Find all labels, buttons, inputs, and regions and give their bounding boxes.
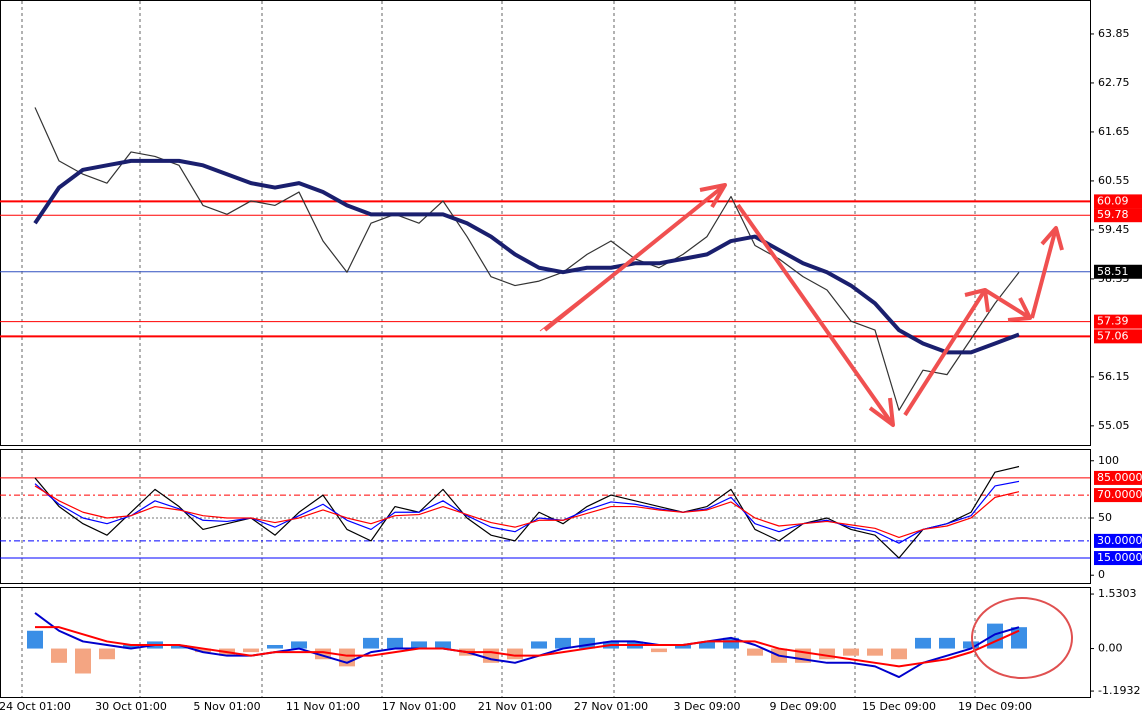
level-label-box [1094, 194, 1142, 209]
oscillator-panel [0, 449, 1091, 584]
level-label: 85.0000 [1097, 471, 1143, 484]
y-tick-label: 61.65 [1098, 125, 1130, 138]
series-line [34, 612, 1020, 679]
histogram-bar [171, 644, 187, 649]
level-label: 30.0000 [1097, 534, 1143, 547]
histogram-bar [363, 637, 379, 649]
y-tick-label: 59.45 [1098, 223, 1130, 236]
x-tick-label: 5 Nov 01:00 [193, 700, 260, 713]
arrow [736, 203, 895, 427]
y-tick-label: 50 [1098, 511, 1112, 524]
level-label: 15.0000 [1097, 551, 1143, 564]
level-label-box [1094, 314, 1142, 329]
histogram-bar [819, 648, 835, 660]
x-tick-label: 11 Nov 01:00 [286, 700, 360, 713]
level-label: 57.39 [1097, 315, 1129, 328]
x-tick-label: 17 Nov 01:00 [382, 700, 456, 713]
histogram-bar [747, 648, 763, 656]
level-label-box [1094, 533, 1142, 548]
histogram-bar [195, 648, 211, 653]
histogram-bar [699, 641, 715, 649]
histogram-bar [675, 644, 691, 649]
price-panel [0, 0, 1091, 446]
x-tick-label: 3 Dec 09:00 [674, 700, 741, 713]
x-tick-label: 21 Nov 01:00 [478, 700, 552, 713]
arrow [903, 288, 987, 417]
macd-panel [0, 587, 1091, 698]
histogram-bar [243, 648, 259, 653]
x-tick-label: 19 Dec 09:00 [958, 700, 1032, 713]
highlight-circle [971, 597, 1073, 679]
histogram-bar [291, 641, 307, 649]
y-tick-label: 100 [1098, 454, 1119, 467]
histogram-bar [579, 637, 595, 649]
arrow [983, 288, 1032, 320]
histogram-bar [1011, 627, 1027, 649]
y-tick-label: 55.05 [1098, 419, 1130, 432]
histogram-bar [843, 648, 859, 656]
arrow-head [1007, 297, 1032, 322]
histogram-bar [411, 641, 427, 649]
level-label: 60.09 [1097, 194, 1129, 207]
x-tick-label: 15 Dec 09:00 [862, 700, 936, 713]
y-tick-label: 63.85 [1098, 27, 1130, 40]
x-tick-label: 9 Dec 09:00 [770, 700, 837, 713]
histogram-bar [315, 648, 331, 660]
histogram-bar [387, 637, 403, 649]
series-line [34, 480, 1020, 544]
histogram-bar [531, 641, 547, 649]
y-tick-label: 56.15 [1098, 370, 1130, 383]
level-label-box [1094, 208, 1142, 223]
histogram-bar [75, 648, 91, 674]
x-tick-label: 24 Oct 01:00 [0, 700, 71, 713]
arrow-head [868, 397, 895, 427]
series-line [34, 465, 1020, 559]
histogram-bar [27, 630, 43, 649]
arrow [1030, 227, 1058, 319]
level-label-box [1094, 329, 1142, 344]
series-line [33, 158, 1020, 355]
histogram-bar [651, 648, 667, 653]
histogram-bar [51, 648, 67, 663]
histogram-bar [99, 648, 115, 660]
x-tick-label: 27 Nov 01:00 [574, 700, 648, 713]
histogram-bar [555, 637, 571, 649]
y-tick-label: -1.1932 [1098, 684, 1140, 697]
histogram-bar [891, 648, 907, 660]
histogram-bar [123, 644, 139, 649]
series-line [34, 485, 1020, 539]
level-label: 70.0000 [1097, 488, 1143, 501]
level-label: 57.06 [1097, 329, 1129, 342]
histogram-bar [507, 648, 523, 660]
level-label: 59.78 [1097, 208, 1129, 221]
histogram-bar [867, 648, 883, 656]
y-tick-label: 0 [1098, 568, 1105, 581]
level-label-box [1094, 264, 1142, 279]
histogram-bar [963, 641, 979, 649]
series-line [35, 626, 1020, 668]
level-label: 58.51 [1097, 265, 1129, 278]
level-label-box [1094, 551, 1142, 566]
histogram-bar [435, 641, 451, 649]
y-tick-label: 60.55 [1098, 174, 1130, 187]
arrow-shaft [539, 185, 726, 332]
y-tick-label: 1.5303 [1098, 587, 1137, 600]
arrow-head [699, 183, 727, 209]
frame [0, 0, 1091, 698]
level-label-box [1094, 488, 1142, 503]
series-line [34, 107, 1020, 411]
histogram-bar [723, 637, 739, 649]
histogram-bar [939, 637, 955, 649]
histogram-bar [267, 644, 283, 649]
annotation-arrows [539, 183, 1064, 427]
histogram-bar [915, 637, 931, 649]
y-tick-label: 62.75 [1098, 76, 1130, 89]
x-tick-label: 30 Oct 01:00 [95, 700, 167, 713]
y-tick-label: 0.00 [1098, 642, 1123, 655]
arrow-head [1040, 226, 1064, 251]
level-label-box [1094, 470, 1142, 485]
